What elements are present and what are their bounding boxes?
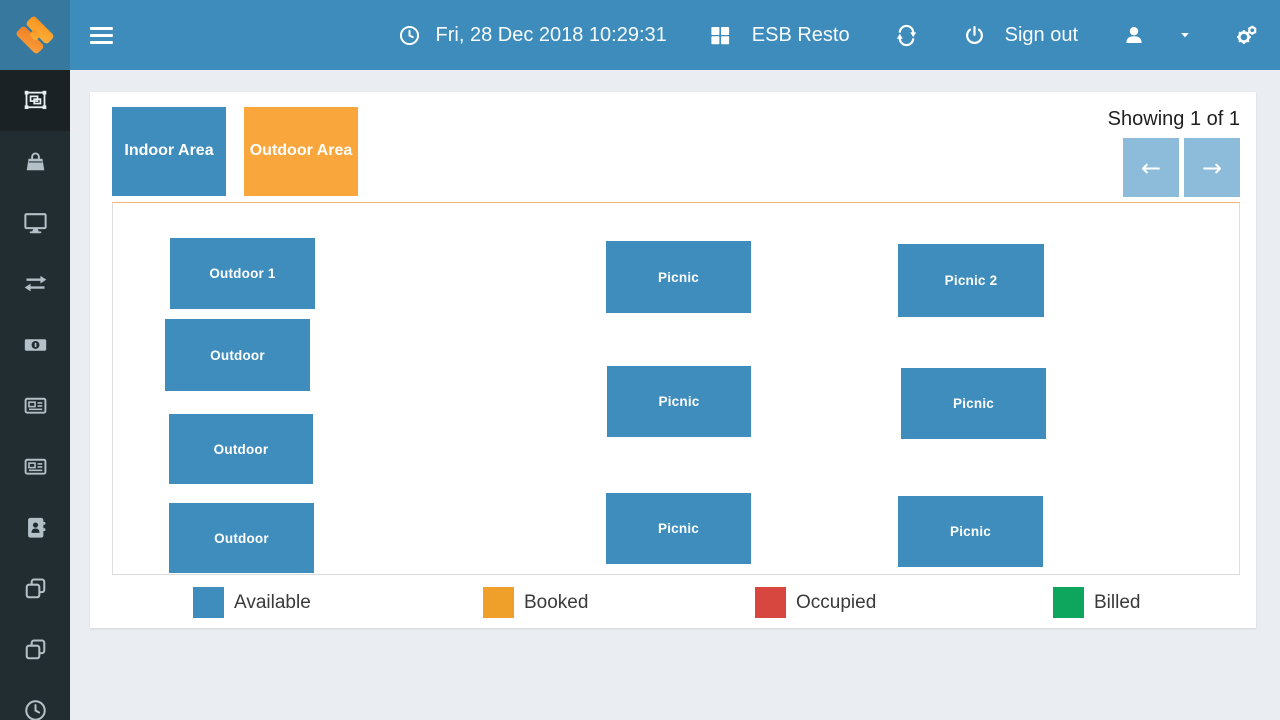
table-picnic[interactable]: Picnic [606,493,751,564]
navbar: Fri, 28 Dec 2018 10:29:31 ESB Resto [70,0,1280,70]
area-tabs-row: Indoor Area Outdoor Area Showing 1 of 1 … [112,107,1240,197]
floor-area: Outdoor 1 Outdoor Outdoor Outdoor Picnic Picn… [112,202,1240,575]
sidebar-item-shopping-bag[interactable] [0,131,70,192]
table-label: Outdoor [213,441,269,457]
sidebar-item-object-group[interactable] [0,70,70,131]
table-outdoor[interactable]: Outdoor [169,414,313,484]
sidebar-item-clone-1[interactable] [0,558,70,619]
legend-label: Available [234,591,311,613]
table-picnic[interactable]: Picnic [898,496,1043,567]
legend-label: Occupied [796,591,877,613]
outdoor-area-tab[interactable]: Outdoor Area [244,107,358,196]
legend-item-occupied: Occupied [755,587,876,618]
table-label: Outdoor [214,530,269,546]
money-bill-icon [24,339,46,351]
clock-icon [397,23,422,48]
table-label: Picnic [658,269,699,285]
sidebar-toggle-button[interactable] [90,26,113,44]
power-icon[interactable] [963,24,986,47]
sidebar-item-newspaper-2[interactable] [0,436,70,497]
legend-swatch-available [193,587,224,618]
prev-page-button[interactable]: ← [1123,138,1179,197]
table-outdoor-1[interactable]: Outdoor 1 [170,238,315,309]
sidebar-item-exchange[interactable] [0,253,70,314]
user-icon[interactable] [1122,23,1146,47]
legend-item-booked: Booked [483,587,588,618]
arrow-right-icon: → [1201,153,1223,182]
top-navbar: Fri, 28 Dec 2018 10:29:31 ESB Resto [0,0,1280,70]
sidebar-item-money[interactable] [0,314,70,375]
sidebar-item-newspaper-1[interactable] [0,375,70,436]
sidebar-item-address-book[interactable] [0,497,70,558]
newspaper-icon [24,458,46,475]
legend-swatch-billed [1053,587,1084,618]
legend-label: Billed [1094,591,1141,613]
sidebar-item-clock[interactable] [0,680,70,720]
indoor-area-tab[interactable]: Indoor Area [112,107,226,196]
table-picnic[interactable]: Picnic [607,366,751,437]
legend-label: Booked [524,591,589,613]
table-label: Outdoor 1 [209,266,276,281]
restaurant-name: ESB Resto [751,23,850,46]
pager: Showing 1 of 1 ← → [1108,107,1240,197]
puzzle-diamond-logo-icon [16,16,54,54]
arrow-left-icon: ← [1140,153,1162,182]
newspaper-icon [24,397,46,414]
clock-icon [24,700,46,720]
legend-item-available: Available [193,587,311,618]
table-outdoor[interactable]: Outdoor [165,319,310,391]
table-label: Picnic [658,394,700,409]
table-picnic[interactable]: Picnic [901,368,1046,439]
clone-icon [25,578,45,599]
sidebar-item-clone-2[interactable] [0,619,70,680]
table-label: Picnic [658,521,699,536]
legend-swatch-booked [483,587,514,618]
datetime-display: Fri, 28 Dec 2018 10:29:31 [435,23,667,46]
desktop-icon [23,213,47,234]
table-label: Picnic [953,396,994,411]
shopping-bag-icon [26,152,44,171]
sidebar [0,70,70,720]
sidebar-item-desktop[interactable] [0,192,70,253]
exchange-arrows-icon [24,275,46,292]
table-picnic[interactable]: Picnic [606,241,751,313]
legend-swatch-occupied [755,587,786,618]
floor-plan-card: Indoor Area Outdoor Area Showing 1 of 1 … [90,92,1256,628]
table-label: Picnic 2 [944,273,998,288]
content-area: Indoor Area Outdoor Area Showing 1 of 1 … [70,70,1280,720]
showing-count-text: Showing 1 of 1 [1107,108,1240,130]
app-logo[interactable] [0,0,70,70]
refresh-icon[interactable] [895,24,918,47]
gears-icon[interactable] [1234,23,1259,48]
address-book-icon [27,517,45,538]
caret-down-icon[interactable] [1178,28,1192,42]
next-page-button[interactable]: → [1184,138,1240,197]
table-label: Outdoor [210,347,265,363]
legend-row: Available Booked Occupied Billed [112,586,1240,628]
clone-icon [25,639,45,660]
object-group-icon [24,90,46,110]
grid-icon[interactable] [708,23,732,47]
table-outdoor[interactable]: Outdoor [169,503,314,573]
table-picnic-2[interactable]: Picnic 2 [898,244,1044,317]
table-label: Picnic [950,524,991,539]
hamburger-menu-icon [90,26,113,30]
sign-out-button[interactable]: Sign out [1004,23,1078,46]
legend-item-billed: Billed [1053,587,1140,618]
